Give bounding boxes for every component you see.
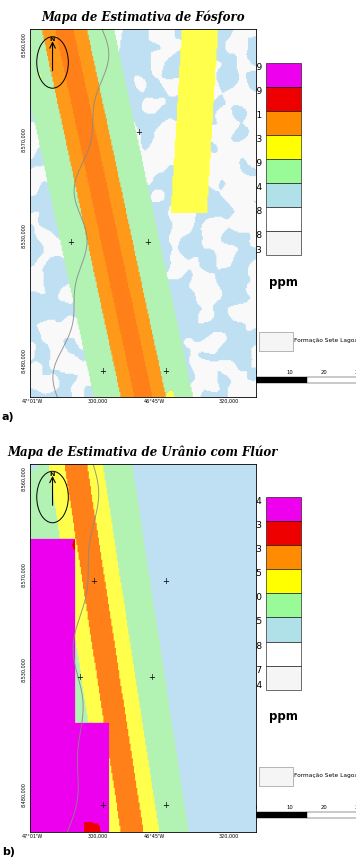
Text: 320,000: 320,000 (218, 833, 239, 839)
Bar (307, 812, 356, 818)
Text: Formação Sete Lagoas: Formação Sete Lagoas (294, 338, 356, 344)
Text: 0: 0 (254, 370, 257, 375)
Text: 30: 30 (355, 370, 356, 375)
Text: 13°40'S: 13°40'S (32, 694, 36, 711)
Text: 8,560,000: 8,560,000 (21, 32, 26, 57)
Text: 498: 498 (245, 231, 263, 240)
Bar (266, 111, 301, 135)
Text: 1.95: 1.95 (242, 617, 263, 627)
Text: 30: 30 (355, 805, 356, 810)
Text: 2.25: 2.25 (243, 569, 263, 579)
Text: 13°40'S: 13°40'S (32, 260, 36, 277)
Text: 8,560,000: 8,560,000 (21, 466, 26, 491)
Bar (266, 593, 301, 617)
Text: 534: 534 (245, 183, 263, 192)
Bar (266, 135, 301, 159)
Text: 8,480,000: 8,480,000 (21, 783, 26, 808)
Text: 549: 549 (245, 159, 263, 168)
Text: 518: 518 (245, 207, 263, 216)
Text: 8,530,000: 8,530,000 (21, 658, 26, 682)
Bar (266, 569, 301, 593)
Text: 609: 609 (245, 87, 263, 96)
Text: 8,480,000: 8,480,000 (21, 348, 26, 373)
Text: 13°30'S: 13°30'S (32, 194, 36, 211)
Bar (266, 545, 301, 569)
Text: 2.43: 2.43 (243, 545, 263, 554)
Text: 10: 10 (286, 805, 293, 810)
Text: 46°45'W: 46°45'W (143, 400, 165, 404)
Text: 8,570,000: 8,570,000 (21, 561, 26, 586)
Bar (259, 767, 293, 785)
Text: 8,570,000: 8,570,000 (21, 127, 26, 152)
Bar (266, 207, 301, 231)
Bar (266, 666, 301, 690)
Text: 563: 563 (245, 135, 263, 144)
Text: 20: 20 (320, 370, 327, 375)
Text: 13°50'S: 13°50'S (32, 759, 36, 776)
Text: 0: 0 (254, 805, 257, 810)
Bar (256, 812, 307, 818)
Text: ppm: ppm (269, 710, 298, 723)
Text: 46°45'W: 46°45'W (143, 833, 165, 839)
Bar (266, 63, 301, 87)
Text: 581: 581 (245, 111, 263, 120)
Text: 13°10'S: 13°10'S (32, 65, 36, 82)
Bar (307, 377, 356, 383)
Text: 739: 739 (245, 63, 263, 71)
Text: -83: -83 (248, 246, 263, 255)
Text: 8,530,000: 8,530,000 (21, 223, 26, 248)
Text: 300,000: 300,000 (88, 400, 108, 404)
Bar (266, 617, 301, 641)
Bar (266, 641, 301, 666)
Text: 13°20'S: 13°20'S (32, 160, 36, 177)
Text: -4.14: -4.14 (240, 680, 263, 690)
Text: 1.78: 1.78 (242, 641, 263, 651)
Text: Mapa de Estimativa de Urânio com Flúor: Mapa de Estimativa de Urânio com Flúor (7, 445, 278, 459)
Text: a): a) (2, 412, 14, 422)
Text: 13°50'S: 13°50'S (32, 324, 36, 342)
Text: 13°30'S: 13°30'S (32, 629, 36, 646)
Text: Formação Sete Lagoas: Formação Sete Lagoas (294, 772, 356, 777)
Bar (266, 87, 301, 111)
Text: 20: 20 (320, 805, 327, 810)
Bar (256, 377, 307, 383)
Text: 13°10'S: 13°10'S (32, 499, 36, 517)
Bar (266, 522, 301, 545)
Text: 320,000: 320,000 (218, 400, 239, 404)
Bar (266, 498, 301, 522)
Text: Mapa de Estimativa de Fósforo: Mapa de Estimativa de Fósforo (41, 10, 245, 24)
Text: 1.57: 1.57 (242, 666, 263, 674)
Text: b): b) (2, 846, 15, 857)
Text: 13°20'S: 13°20'S (32, 595, 36, 612)
Text: 10: 10 (286, 370, 293, 375)
Bar (266, 183, 301, 207)
Bar (266, 231, 301, 255)
Text: 4.44: 4.44 (243, 498, 263, 506)
Text: 2.73: 2.73 (242, 522, 263, 530)
Bar (266, 159, 301, 183)
Bar (259, 332, 293, 351)
Text: 300,000: 300,000 (88, 833, 108, 839)
Text: ppm: ppm (269, 276, 298, 289)
Text: 2.10: 2.10 (242, 593, 263, 603)
Text: 47°01'W: 47°01'W (22, 400, 43, 404)
Text: 47°01'W: 47°01'W (22, 833, 43, 839)
